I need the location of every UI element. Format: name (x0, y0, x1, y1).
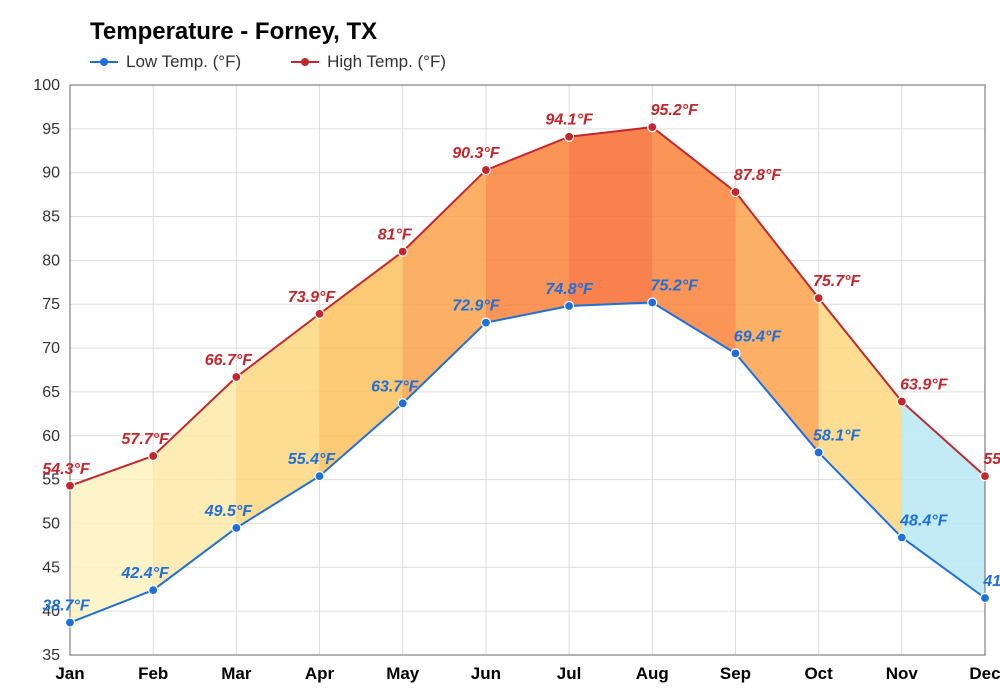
svg-text:Jun: Jun (471, 664, 501, 683)
svg-text:49.5°F: 49.5°F (204, 503, 254, 520)
svg-text:57.7°F: 57.7°F (122, 431, 171, 448)
svg-text:66.7°F: 66.7°F (205, 352, 254, 369)
svg-text:Dec: Dec (969, 664, 1000, 683)
svg-text:63.9°F: 63.9°F (900, 377, 949, 394)
svg-text:63.7°F: 63.7°F (371, 378, 420, 395)
svg-text:100: 100 (33, 77, 60, 94)
svg-text:Nov: Nov (886, 664, 919, 683)
svg-text:94.1°F: 94.1°F (545, 112, 594, 129)
svg-text:73.9°F: 73.9°F (288, 289, 337, 306)
svg-text:81°F: 81°F (378, 227, 413, 244)
svg-text:90: 90 (42, 165, 60, 182)
svg-text:May: May (386, 664, 420, 683)
svg-text:75: 75 (42, 296, 60, 313)
svg-text:55.4°F: 55.4°F (288, 451, 337, 468)
svg-text:85: 85 (42, 209, 60, 226)
svg-text:80: 80 (42, 252, 60, 269)
svg-text:48.4°F: 48.4°F (899, 512, 949, 529)
svg-text:45: 45 (42, 559, 60, 576)
svg-text:35: 35 (42, 647, 60, 664)
svg-text:95: 95 (42, 121, 60, 138)
svg-text:75.2°F: 75.2°F (651, 277, 700, 294)
svg-text:Oct: Oct (804, 664, 833, 683)
svg-text:90.3°F: 90.3°F (452, 145, 501, 162)
svg-text:55.4°F: 55.4°F (983, 451, 1000, 468)
svg-text:Apr: Apr (305, 664, 335, 683)
svg-text:42.4°F: 42.4°F (121, 565, 171, 582)
svg-text:65: 65 (42, 384, 60, 401)
svg-text:74.8°F: 74.8°F (545, 281, 594, 298)
svg-text:72.9°F: 72.9°F (452, 298, 501, 315)
svg-text:58.1°F: 58.1°F (813, 427, 862, 444)
svg-text:69.4°F: 69.4°F (734, 328, 783, 345)
svg-text:70: 70 (42, 340, 60, 357)
svg-text:Sep: Sep (720, 664, 751, 683)
svg-text:Jul: Jul (557, 664, 582, 683)
svg-text:38.7°F: 38.7°F (42, 598, 91, 615)
svg-text:54.3°F: 54.3°F (42, 461, 91, 478)
svg-text:60: 60 (42, 428, 60, 445)
svg-text:95.2°F: 95.2°F (651, 102, 700, 119)
svg-text:50: 50 (42, 515, 60, 532)
svg-text:Aug: Aug (636, 664, 669, 683)
svg-text:75.7°F: 75.7°F (813, 273, 862, 290)
svg-text:Mar: Mar (221, 664, 252, 683)
svg-text:87.8°F: 87.8°F (734, 167, 783, 184)
chart-svg: 35404550556065707580859095100JanFebMarAp… (0, 0, 1000, 700)
svg-text:Jan: Jan (55, 664, 84, 683)
svg-text:41.5°F: 41.5°F (982, 573, 1000, 590)
svg-text:Feb: Feb (138, 664, 168, 683)
temperature-chart: Temperature - Forney, TX Low Temp. (°F) … (0, 0, 1000, 700)
